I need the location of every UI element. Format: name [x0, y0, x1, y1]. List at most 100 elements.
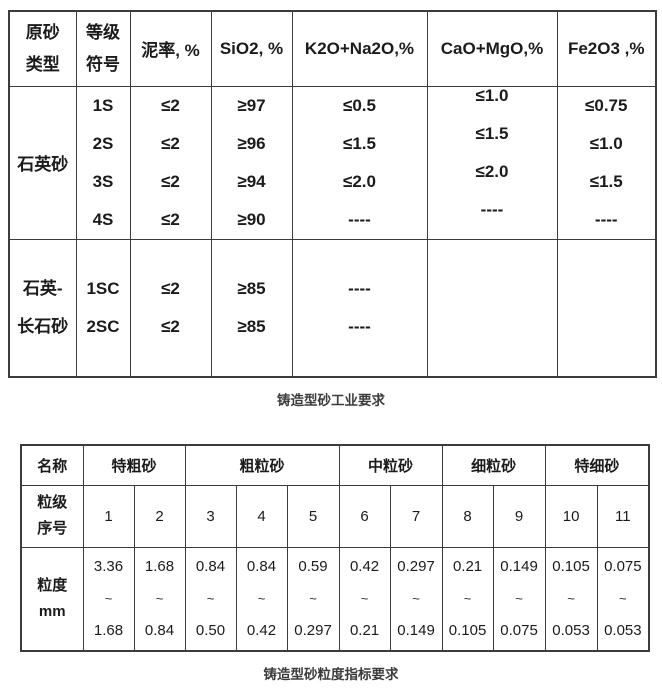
header-sio2: SiO2, % [210, 10, 293, 87]
quartz-feldspar-type-cell: 石英- 长石砂 [8, 238, 77, 378]
grade-no-label-line1: 粒级 [37, 494, 68, 511]
quartz-feldspar-cao-mgo-cell-empty [426, 238, 558, 378]
range-min: 0.075 [500, 621, 538, 639]
grade-number: 2 [133, 484, 186, 548]
size-label-line2: mm [38, 602, 66, 620]
range-max: 0.105 [552, 557, 590, 575]
size-range: 0.42 ~ 0.21 [338, 546, 391, 652]
fe2o3-value: ≤0.75 [585, 95, 628, 115]
grade-value: 2S [92, 133, 114, 153]
range-tilde: ~ [567, 590, 575, 606]
grade-number: 7 [389, 484, 443, 548]
type-line: 长石砂 [17, 316, 69, 336]
range-min: 0.50 [195, 621, 226, 639]
header-grade-symbol-line2: 符号 [86, 54, 120, 74]
mud-rate-value: ≤2 [161, 209, 180, 229]
k2o-na2o-value: ≤1.5 [343, 133, 376, 153]
quartz-type-cell: 石英砂 [8, 85, 77, 240]
quartz-cao-mgo-cell: ≤1.0 ≤1.5 ≤2.0 ---- [426, 85, 558, 240]
industrial-requirements-table: 原砂 类型 等级 符号 泥率, % SiO2, % K2O+Na2O,% CaO… [8, 10, 657, 378]
k2o-na2o-value: ---- [348, 316, 371, 336]
range-max: 0.21 [452, 557, 483, 575]
range-tilde: ~ [257, 590, 266, 606]
range-max: 3.36 [93, 557, 124, 575]
mud-rate-value: ≤2 [161, 171, 180, 191]
size-range: 0.84 ~ 0.42 [235, 546, 288, 652]
grade-value: 1S [92, 95, 114, 115]
header-sand-type: 原砂 类型 [8, 10, 77, 87]
grade-number: 6 [338, 484, 391, 548]
header-grade-symbol-line1: 等级 [86, 22, 120, 42]
range-max: 0.297 [397, 557, 435, 575]
range-tilde: ~ [619, 590, 627, 606]
fe2o3-value: ≤1.5 [589, 171, 623, 191]
grade-number: 9 [492, 484, 546, 548]
quartz-sio2-cell: ≥97 ≥96 ≥94 ≥90 [210, 85, 293, 240]
grade-no-label-line2: 序号 [37, 520, 68, 537]
range-max: 0.84 [195, 557, 226, 575]
quartz-feldspar-sand-row: 石英- 长石砂 1SC 2SC ≤2 ≤2 ≥85 ≥85 ---- [8, 238, 657, 378]
cao-mgo-value: ---- [480, 199, 504, 219]
sio2-value: ≥97 [237, 95, 266, 115]
quartz-feldspar-k2o-na2o-cell: ---- ---- [291, 238, 428, 378]
group-coarse-sand: 粗粒砂 [184, 444, 340, 486]
range-tilde: ~ [463, 590, 472, 606]
grade-value: 4S [92, 209, 114, 229]
quartz-grades-cell: 1S 2S 3S 4S [75, 85, 131, 240]
group-extra-coarse-sand: 特粗砂 [82, 444, 186, 486]
range-min: 0.053 [604, 621, 642, 639]
table2-caption: 铸造型砂粒度指标要求 [263, 667, 399, 682]
header-grade-symbol: 等级 符号 [75, 10, 131, 87]
sio2-value: ≥85 [237, 316, 266, 336]
group-medium-sand: 中粒砂 [338, 444, 443, 486]
mud-rate-value: ≤2 [161, 278, 180, 298]
range-min: 0.297 [294, 621, 332, 639]
range-min: 0.84 [144, 621, 175, 639]
k2o-na2o-value: ---- [348, 209, 371, 229]
grade-number: 4 [235, 484, 288, 548]
range-tilde: ~ [206, 590, 215, 606]
mud-rate-value: ≤2 [161, 316, 180, 336]
size-range: 0.84 ~ 0.50 [184, 546, 237, 652]
size-range: 0.297 ~ 0.149 [389, 546, 443, 652]
range-min: 0.105 [448, 621, 487, 639]
table2-grade-number-row: 粒级 序号 1 2 3 4 5 6 7 8 9 10 11 [20, 484, 650, 548]
size-label-line1: 粒度 [37, 576, 68, 594]
range-max: 0.149 [500, 557, 538, 575]
range-tilde: ~ [104, 590, 113, 606]
header-mud-rate: 泥率, % [129, 10, 212, 87]
quartz-k2o-na2o-cell: ≤0.5 ≤1.5 ≤2.0 ---- [291, 85, 428, 240]
grade-value: 2SC [86, 316, 120, 336]
mud-rate-value: ≤2 [161, 133, 180, 153]
quartz-fe2o3-cell: ≤0.75 ≤1.0 ≤1.5 ---- [556, 85, 657, 240]
header-cao-mgo: CaO+MgO,% [426, 10, 558, 87]
range-tilde: ~ [155, 590, 164, 606]
range-tilde: ~ [515, 590, 523, 606]
range-min: 0.053 [552, 621, 590, 639]
range-min: 0.149 [397, 621, 435, 639]
quartz-feldspar-fe2o3-cell-empty [556, 238, 657, 378]
range-min: 0.42 [246, 621, 277, 639]
k2o-na2o-value: ---- [348, 278, 371, 298]
grade-number: 10 [544, 484, 598, 548]
fe2o3-value: ---- [594, 209, 618, 229]
quartz-feldspar-grades-cell: 1SC 2SC [75, 238, 131, 378]
grade-number: 3 [184, 484, 237, 548]
size-range: 0.21 ~ 0.105 [441, 546, 494, 652]
header-name: 名称 [20, 444, 84, 486]
table1-header-row: 原砂 类型 等级 符号 泥率, % SiO2, % K2O+Na2O,% CaO… [8, 10, 657, 87]
header-sand-type-line1: 原砂 [25, 22, 60, 42]
grade-number: 8 [441, 484, 494, 548]
table1-caption: 铸造型砂工业要求 [277, 393, 385, 408]
grade-number: 1 [82, 484, 135, 548]
fe2o3-value: ≤1.0 [589, 133, 623, 153]
group-extra-fine-sand: 特细砂 [544, 444, 650, 486]
sio2-value: ≥90 [237, 209, 266, 229]
quartz-feldspar-mud-rate-cell: ≤2 ≤2 [129, 238, 212, 378]
sio2-value: ≥96 [237, 133, 266, 153]
size-range: 3.36 ~ 1.68 [82, 546, 135, 652]
grade-value: 1SC [86, 278, 120, 298]
header-sand-type-line2: 类型 [25, 54, 60, 74]
type-line: 石英- [22, 278, 63, 298]
size-range: 1.68 ~ 0.84 [133, 546, 186, 652]
